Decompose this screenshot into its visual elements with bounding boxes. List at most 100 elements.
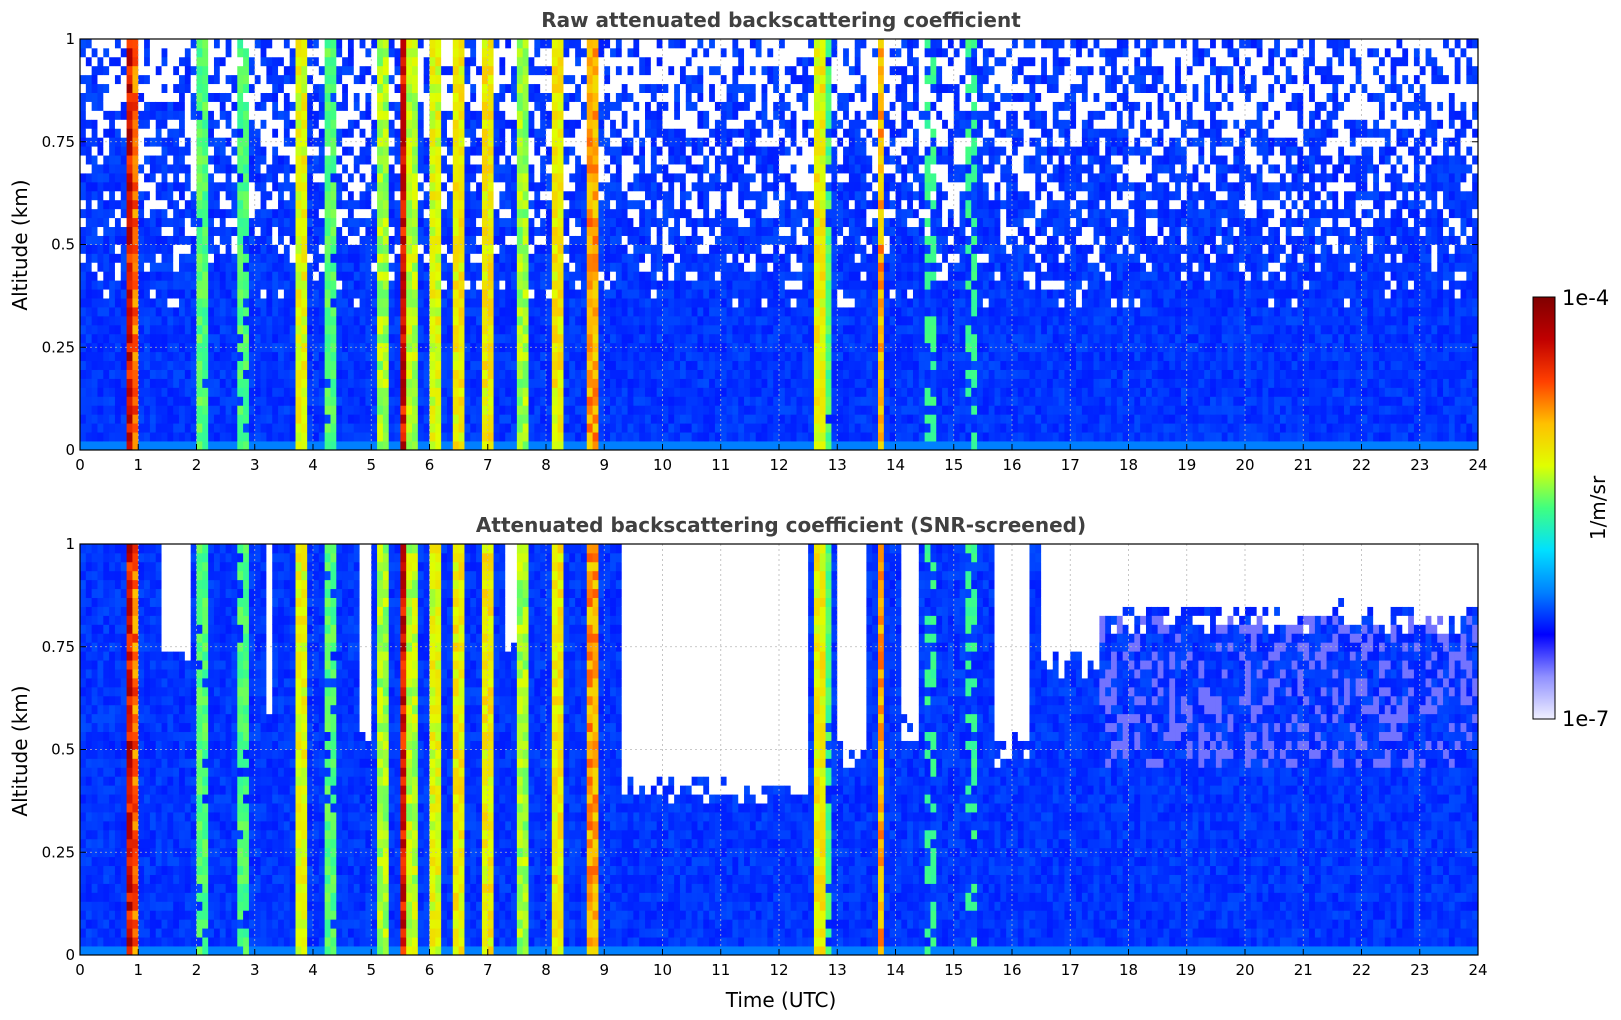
heatmap-cell [307, 271, 313, 280]
heatmap-cell [109, 370, 115, 379]
heatmap-cell [296, 218, 302, 227]
heatmap-cell [534, 200, 540, 209]
heatmap-cell [80, 414, 86, 423]
heatmap-cell [389, 352, 395, 361]
heatmap-cell [237, 209, 243, 218]
heatmap-cell [92, 414, 98, 423]
heatmap-cell [395, 227, 401, 236]
heatmap-cell [103, 236, 109, 245]
heatmap-cell [703, 414, 709, 423]
heatmap-cell [127, 298, 133, 307]
heatmap-cell [470, 307, 476, 316]
heatmap-cell [703, 325, 709, 334]
heatmap-cell [231, 280, 237, 289]
heatmap-cell [197, 191, 203, 200]
heatmap-cell [692, 387, 698, 396]
heatmap-cell [412, 352, 418, 361]
heatmap-cell [191, 307, 197, 316]
heatmap-cell [569, 370, 575, 379]
heatmap-cell [150, 262, 156, 271]
heatmap-cell [552, 191, 558, 200]
heatmap-cell [593, 280, 599, 289]
heatmap-cell [505, 253, 511, 262]
heatmap-cell [610, 432, 616, 441]
heatmap-cell [709, 227, 715, 236]
heatmap-cell [540, 218, 546, 227]
heatmap-cell [424, 352, 430, 361]
heatmap-cell [534, 146, 540, 155]
heatmap-cell [657, 361, 663, 370]
heatmap-cell [167, 75, 173, 84]
heatmap-cell [231, 387, 237, 396]
heatmap-cell [261, 227, 267, 236]
heatmap-cell [191, 155, 197, 164]
heatmap-cell [651, 441, 657, 450]
heatmap-cell [552, 182, 558, 191]
heatmap-cell [231, 173, 237, 182]
heatmap-cell [534, 84, 540, 93]
heatmap-cell [214, 405, 220, 414]
heatmap-cell [191, 298, 197, 307]
heatmap-cell [290, 110, 296, 119]
heatmap-cell [255, 361, 261, 370]
heatmap-cell [237, 334, 243, 343]
heatmap-cell [383, 432, 389, 441]
heatmap-cell [202, 227, 208, 236]
heatmap-cell [377, 441, 383, 450]
heatmap-cell [255, 441, 261, 450]
heatmap-cell [115, 200, 121, 209]
heatmap-cell [132, 414, 138, 423]
heatmap-cell [459, 155, 465, 164]
heatmap-cell [132, 66, 138, 75]
heatmap-cell [313, 307, 319, 316]
heatmap-cell [319, 280, 325, 289]
heatmap-cell [290, 227, 296, 236]
heatmap-cell [325, 66, 331, 75]
heatmap-cell [197, 352, 203, 361]
heatmap-cell [156, 57, 162, 66]
heatmap-cell [558, 57, 564, 66]
heatmap-cell [371, 441, 377, 450]
heatmap-cell [464, 441, 470, 450]
heatmap-cell [115, 191, 121, 200]
heatmap-cell [400, 334, 406, 343]
heatmap-cell [179, 93, 185, 102]
heatmap-cell [523, 262, 529, 271]
heatmap-cell [301, 280, 307, 289]
heatmap-cell [511, 155, 517, 164]
heatmap-cell [103, 245, 109, 254]
heatmap-cell [482, 164, 488, 173]
heatmap-cell [325, 218, 331, 227]
heatmap-cell [488, 396, 494, 405]
heatmap-cell [616, 334, 622, 343]
heatmap-cell [529, 209, 535, 218]
heatmap-cell [202, 200, 208, 209]
heatmap-cell [360, 307, 366, 316]
heatmap-cell [342, 57, 348, 66]
heatmap-cell [103, 334, 109, 343]
heatmap-cell [482, 48, 488, 57]
heatmap-cell [633, 280, 639, 289]
heatmap-cell [354, 316, 360, 325]
heatmap-cell [651, 146, 657, 155]
heatmap-cell [604, 200, 610, 209]
heatmap-cell [243, 102, 249, 111]
heatmap-cell [231, 361, 237, 370]
heatmap-cell [418, 218, 424, 227]
heatmap-cell [628, 370, 634, 379]
heatmap-cell [150, 110, 156, 119]
heatmap-cell [173, 48, 179, 57]
heatmap-cell [435, 441, 441, 450]
heatmap-cell [121, 75, 127, 84]
heatmap-cell [441, 271, 447, 280]
heatmap-cell [103, 271, 109, 280]
heatmap-cell [197, 128, 203, 137]
heatmap-cell [185, 441, 191, 450]
heatmap-cell [284, 352, 290, 361]
heatmap-cell [459, 84, 465, 93]
heatmap-cell [628, 173, 634, 182]
heatmap-cell [418, 432, 424, 441]
heatmap-cell [418, 75, 424, 84]
heatmap-cell [185, 432, 191, 441]
heatmap-cell [651, 128, 657, 137]
